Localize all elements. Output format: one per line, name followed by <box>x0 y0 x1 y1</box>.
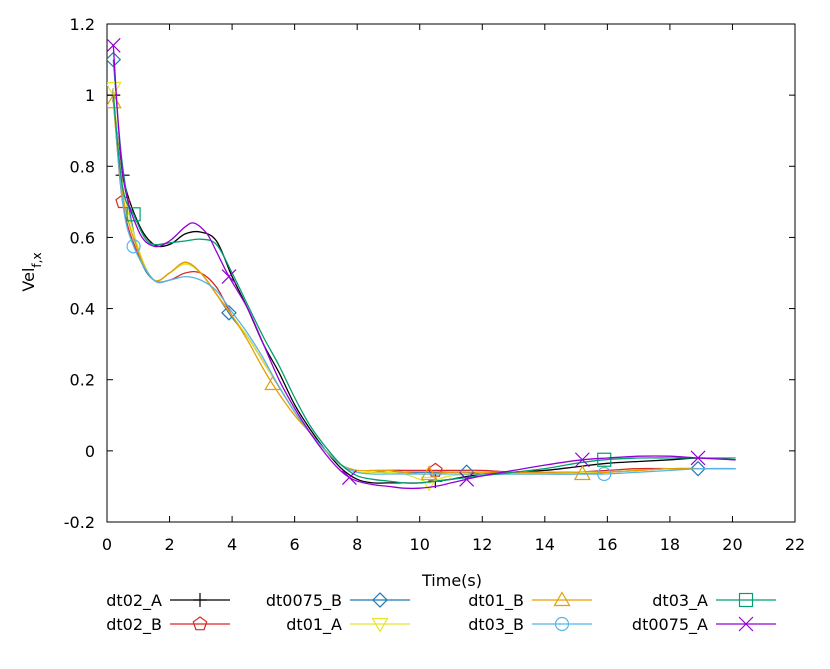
x-tick-label: 8 <box>352 535 362 554</box>
legend-label: dt01_B <box>468 591 524 611</box>
series-line-dt0075-a <box>112 45 736 490</box>
y-axis-label-sub: f,x <box>30 252 44 267</box>
legend-label: dt03_A <box>652 591 708 611</box>
series-dt0075-a <box>107 37 736 490</box>
data-point-dt01-a <box>420 476 438 492</box>
series-line-dt02-b <box>112 95 736 474</box>
legend-label: dt03_B <box>468 615 524 635</box>
x-tick-label: 10 <box>410 535 430 554</box>
legend-item-dt0075-b: dt0075_B <box>266 591 410 611</box>
legend-label: dt02_A <box>106 591 162 611</box>
series-layer <box>107 37 736 492</box>
series-line-dt02-a <box>112 95 736 484</box>
y-tick-label: 1 <box>85 86 95 105</box>
x-tick-label: 4 <box>227 535 237 554</box>
legend-item-dt0075-a: dt0075_A <box>632 615 776 635</box>
legend-item-dt02-b: dt02_B <box>106 615 230 635</box>
y-tick-label: -0.2 <box>64 513 95 532</box>
y-tick-label: 0.4 <box>70 300 95 319</box>
data-point-dt01-b <box>573 465 591 481</box>
y-tick-label: 0.8 <box>70 157 95 176</box>
x-tick-label: 6 <box>290 535 300 554</box>
legend-label: dt0075_A <box>632 615 708 635</box>
data-point-dt01-a <box>107 81 122 97</box>
data-point-dt01-b <box>420 465 438 481</box>
x-tick-label: 22 <box>785 535 805 554</box>
y-tick-label: 0.2 <box>70 371 95 390</box>
x-tick-label: 14 <box>535 535 555 554</box>
legend-swatch-marker <box>738 616 754 632</box>
series-dt01-b <box>107 93 736 481</box>
legend-swatch-marker <box>371 617 389 633</box>
legend-swatch-marker <box>554 616 570 632</box>
series-line-dt03-a <box>112 95 736 484</box>
data-point-dt0075-a <box>221 269 237 284</box>
x-axis-label: Time(s) <box>421 571 482 590</box>
legend-swatch-marker <box>192 616 208 631</box>
series-dt03-b <box>112 95 736 482</box>
y-tick-label: 0.6 <box>70 228 95 247</box>
x-tick-label: 18 <box>660 535 680 554</box>
series-line-dt0075-b <box>112 59 736 475</box>
data-point-dt03-b <box>597 466 612 482</box>
data-point-dt0075-a <box>107 37 121 53</box>
legend-item-dt03-a: dt03_A <box>652 591 776 611</box>
data-point-dt0075-a <box>574 452 590 468</box>
data-point-dt03-a <box>126 207 141 222</box>
data-point-dt0075-a <box>690 450 706 466</box>
series-line-dt01-b <box>112 102 736 475</box>
x-tick-label: 12 <box>472 535 492 554</box>
y-axis-label: Velf,x <box>19 252 44 291</box>
data-point-dt03-a <box>597 452 612 467</box>
x-tick-label: 20 <box>722 535 742 554</box>
data-point-dt03-b <box>126 239 141 254</box>
legend-swatch-marker <box>193 593 207 607</box>
legend: dt02_A dt0075_B dt01_B dt03_A dt02_B dt01_A dt… <box>106 591 776 635</box>
series-dt01-a <box>107 81 736 492</box>
series-line-dt03-b <box>112 95 736 475</box>
series-dt02-b <box>112 95 736 477</box>
legend-item-dt01-b: dt01_B <box>468 591 592 611</box>
legend-item-dt01-a: dt01_A <box>286 615 410 635</box>
series-line-dt01-a <box>112 87 736 484</box>
data-point-dt0075-a <box>341 470 357 485</box>
legend-swatch-marker <box>553 591 571 607</box>
data-point-dt0075-b <box>690 460 706 477</box>
legend-item-dt03-b: dt03_B <box>468 615 592 635</box>
x-tick-label: 2 <box>164 535 174 554</box>
legend-label: dt0075_B <box>266 591 342 611</box>
plot-border <box>106 23 796 523</box>
series-dt03-a <box>112 95 736 484</box>
plot-frame <box>106 23 796 523</box>
legend-label: dt02_B <box>106 615 162 635</box>
series-dt02-a <box>107 88 736 489</box>
y-axis-label-main: Vel <box>19 268 38 292</box>
data-point-dt0075-b <box>221 304 237 321</box>
data-point-dt0075-b <box>107 51 122 68</box>
legend-label: dt01_A <box>286 615 342 635</box>
legend-item-dt02-a: dt02_A <box>106 591 230 611</box>
data-point-dt02-b <box>115 194 131 209</box>
x-tick-label: 0 <box>102 535 112 554</box>
legend-swatch-marker <box>372 592 388 608</box>
data-point-dt0075-a <box>459 471 475 487</box>
legend-swatch-marker <box>738 592 754 608</box>
series-dt0075-b <box>107 51 736 481</box>
ticks-layer: 0 2 4 6 8 10 12 14 16 18 20 22 -0.2 0 0.2 0.4 0.6 0.8 1 1.2 <box>64 15 805 554</box>
x-tick-label: 16 <box>597 535 617 554</box>
y-tick-label: 1.2 <box>70 15 95 34</box>
y-tick-label: 0 <box>85 442 95 461</box>
